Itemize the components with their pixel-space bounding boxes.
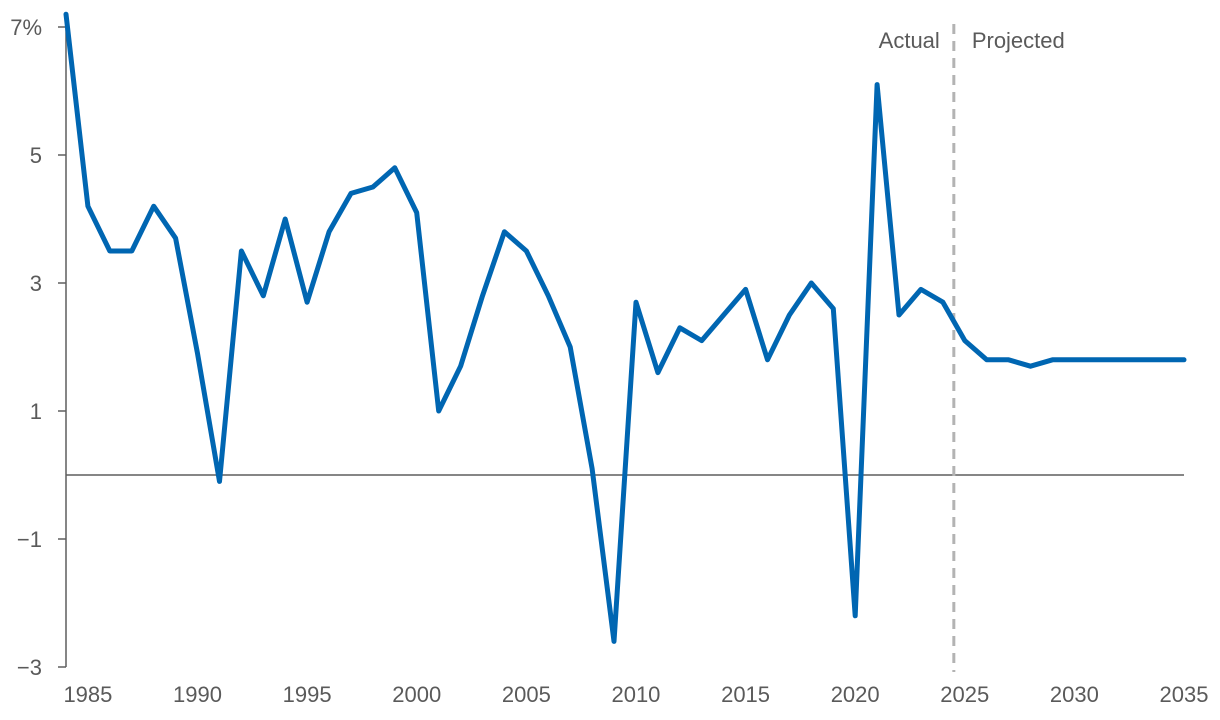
x-tick-label: 2025 [940,682,989,707]
y-tick-label: 1 [30,399,42,424]
series-line [63,11,1187,644]
x-tick-label: 1990 [173,682,222,707]
y-tick-label: 3 [30,271,42,296]
x-tick-label: 2035 [1160,682,1209,707]
x-tick-label: 1985 [63,682,112,707]
actual-label: Actual [879,28,940,53]
x-tick-label: 2015 [721,682,770,707]
x-tick-label: 2000 [392,682,441,707]
y-tick-label: 7% [10,15,42,40]
x-tick-label: 2005 [502,682,551,707]
y-tick-label: 5 [30,143,42,168]
x-tick-label: 2030 [1050,682,1099,707]
x-tick-label: 2010 [611,682,660,707]
x-tick-labels: 1985 1990 1995 2000 2005 2010 2015 2020 2025 2030… [63,682,1208,707]
x-tick-label: 1995 [283,682,332,707]
y-tick-label: −1 [17,527,42,552]
y-tick-label: −3 [17,655,42,680]
y-tick-labels: 7% 5 3 1 −1 −3 [10,15,42,680]
x-tick-label: 2020 [831,682,880,707]
projected-label: Projected [972,28,1065,53]
series-group [63,11,1187,644]
y-gridlines [58,26,66,668]
